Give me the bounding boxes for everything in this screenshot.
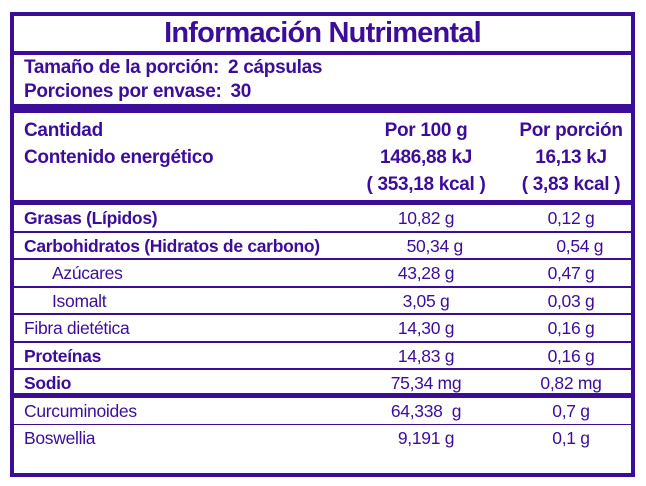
- panel-title: Información Nutrimental: [164, 17, 482, 49]
- serving-size-value: 2 cápsulas: [227, 57, 323, 78]
- row-portion-value: 0,7 g: [552, 400, 590, 421]
- row-per100-value: 14,83 g: [397, 345, 455, 366]
- portion-energy-kcal: ( 3,83 kcal ): [521, 174, 621, 195]
- row-per100-value: 10,82 g: [397, 208, 455, 228]
- row-label: Isomalt: [52, 290, 107, 311]
- row-per100-value: 9,191 g: [397, 428, 455, 448]
- row-per100-value: 14,30 g: [397, 318, 455, 338]
- energy-header-per100-col: Por 100 g 1486,88 kJ ( 353,18 kcal ): [311, 117, 511, 200]
- energy-content-label: Contenido energético: [24, 147, 214, 168]
- table-row-boswellia: Boswellia 9,191 g 0,1 g: [14, 425, 631, 453]
- row-portion-value: 0,16 g: [547, 318, 595, 338]
- row-per100-value: 43,28 g: [397, 263, 455, 283]
- nutrition-facts-panel: Información Nutrimental Tamaño de la por…: [10, 12, 635, 477]
- table-row-proteins: Proteínas 14,83 g 0,16 g: [14, 343, 631, 370]
- row-per100-value: 50,34 g: [406, 235, 464, 256]
- row-per100-value: 75,34 mg: [390, 373, 462, 393]
- nutrient-rows: Grasas (Lípidos) 10,82 g 0,12 g Carbohid…: [14, 205, 631, 453]
- row-label: Carbohidratos (Hidratos de carbono): [24, 235, 320, 256]
- row-per100-value: 3,05 g: [402, 290, 450, 311]
- table-row-isomalt: Isomalt 3,05 g 0,03 g: [14, 288, 631, 315]
- serving-size-label: Tamaño de la porción:: [24, 57, 219, 78]
- table-row-fats: Grasas (Lípidos) 10,82 g 0,12 g: [14, 205, 631, 233]
- row-portion-value: 0,47 g: [547, 263, 595, 283]
- row-label: Fibra dietética: [24, 318, 130, 338]
- table-row-carbohydrates: Carbohidratos (Hidratos de carbono) 50,3…: [14, 233, 631, 260]
- row-portion-value: 0,54 g: [556, 235, 604, 256]
- row-per100-value: 64,338 g: [390, 400, 462, 421]
- energy-header-portion-col: Por porción 16,13 kJ ( 3,83 kcal ): [511, 117, 631, 200]
- row-label: Grasas (Lípidos): [24, 208, 158, 228]
- per100-energy-kj: 1486,88 kJ: [379, 147, 473, 168]
- servings-per-container-label: Porciones por envase:: [24, 81, 222, 102]
- energy-header-amount-col: Cantidad Contenido energético: [14, 117, 311, 200]
- row-label: Proteínas: [24, 345, 102, 366]
- portion-energy-kj: 16,13 kJ: [535, 147, 607, 168]
- servings-per-container-value: 30: [230, 81, 252, 102]
- serving-size-line: Tamaño de la porción: 2 cápsulas: [24, 56, 631, 80]
- row-portion-value: 0,03 g: [547, 290, 595, 311]
- serving-section: Tamaño de la porción: 2 cápsulas Porcione…: [14, 55, 631, 113]
- table-row-sodium: Sodio 75,34 mg 0,82 mg: [14, 370, 631, 398]
- row-portion-value: 0,16 g: [547, 345, 595, 366]
- table-row-sugars: Azúcares 43,28 g 0,47 g: [14, 260, 631, 288]
- row-label: Curcuminoides: [24, 400, 137, 421]
- per100-energy-kcal: ( 353,18 kcal ): [366, 174, 486, 195]
- row-label: Boswellia: [24, 428, 96, 448]
- portion-column-header: Por porción: [519, 120, 623, 141]
- energy-header-section: Cantidad Contenido energético Por 100 g …: [14, 113, 631, 205]
- row-portion-value: 0,1 g: [552, 428, 590, 448]
- panel-title-section: Información Nutrimental: [14, 16, 631, 55]
- servings-per-container-line: Porciones por envase: 30: [24, 80, 631, 104]
- per100-column-header: Por 100 g: [384, 120, 468, 141]
- amount-label: Cantidad: [24, 120, 103, 141]
- row-portion-value: 0,12 g: [547, 208, 595, 228]
- table-row-dietary-fiber: Fibra dietética 14,30 g 0,16 g: [14, 315, 631, 343]
- row-portion-value: 0,82 mg: [540, 373, 602, 393]
- row-label: Azúcares: [52, 263, 123, 283]
- table-row-curcuminoids: Curcuminoides 64,338 g 0,7 g: [14, 398, 631, 425]
- row-label: Sodio: [24, 373, 72, 393]
